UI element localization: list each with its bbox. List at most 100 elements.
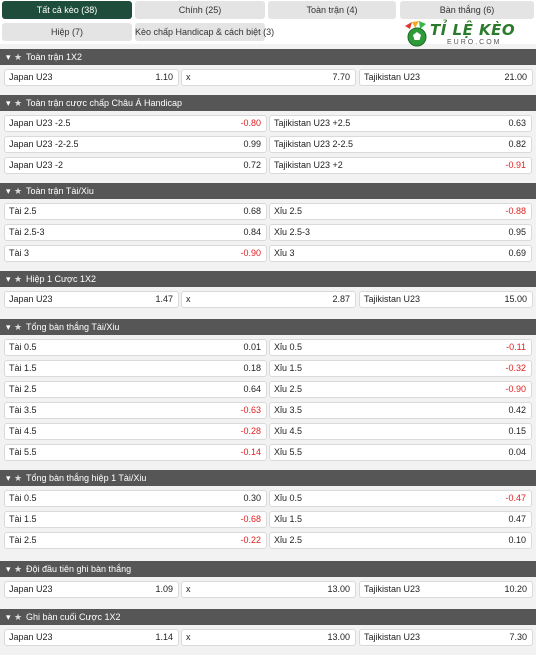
odds-cell[interactable]: Xỉu 1.5 -0.32 xyxy=(269,360,532,377)
star-icon[interactable]: ★ xyxy=(14,612,23,622)
odds-cell[interactable]: Xỉu 2.5 0.10 xyxy=(269,532,532,549)
odds-cell[interactable]: Xỉu 5.5 0.04 xyxy=(269,444,532,461)
odds-cell[interactable]: Xỉu 4.5 0.15 xyxy=(269,423,532,440)
odds-cell[interactable]: Japan U23 1.47 xyxy=(4,291,179,308)
odds-cell[interactable]: Tài 2.5 0.68 xyxy=(4,203,267,220)
odds-cell[interactable]: Japan U23 -2 0.72 xyxy=(4,157,267,174)
odds-cell[interactable]: Tài 1.5 -0.68 xyxy=(4,511,267,528)
odds-label: Xỉu 2.5-3 xyxy=(274,225,310,240)
star-icon[interactable]: ★ xyxy=(14,98,23,108)
odds-cell[interactable]: Xỉu 3 0.69 xyxy=(269,245,532,262)
handicap-line: 2.5 xyxy=(289,384,303,394)
odds-cell[interactable]: Tài 4.5 -0.28 xyxy=(4,423,267,440)
star-icon[interactable]: ★ xyxy=(14,322,23,332)
odds-cell[interactable]: Tài 2.5 -0.22 xyxy=(4,532,267,549)
selection-name: Xỉu xyxy=(274,514,290,524)
odds-value: -0.90 xyxy=(505,384,526,394)
odds-cell[interactable]: Tajikistan U23 10.20 xyxy=(359,581,533,598)
market-section: ▾ ★ Ghi bàn cuối Cược 1X2 Japan U23 1.14 x 13.… xyxy=(0,609,536,646)
odds-cell[interactable]: Xỉu 0.5 -0.11 xyxy=(269,339,532,356)
odds-cell[interactable]: Tài 2.5 0.64 xyxy=(4,381,267,398)
star-icon[interactable]: ★ xyxy=(14,473,23,483)
odds-cell[interactable]: Tajikistan U23 2-2.5 0.82 xyxy=(269,136,532,153)
odds-value: 0.42 xyxy=(508,405,526,415)
odds-row: Tài 4.5 -0.28 Xỉu 4.5 0.15 xyxy=(0,423,536,440)
odds-label: Japan U23 -2-2.5 xyxy=(9,137,79,152)
odds-cell[interactable]: Tajikistan U23 +2 -0.91 xyxy=(269,157,532,174)
chevron-down-icon[interactable]: ▾ xyxy=(6,322,11,332)
site-logo[interactable]: TỈ LỆ KÈO EURO.COM xyxy=(400,20,522,48)
selection-name: Tài xyxy=(9,342,25,352)
odds-cell[interactable]: Japan U23 1.14 xyxy=(4,629,179,646)
odds-cell[interactable]: Tài 0.5 0.01 xyxy=(4,339,267,356)
section-header[interactable]: ▾ ★ Tổng bàn thắng hiệp 1 Tài/Xiu xyxy=(0,470,536,486)
star-icon[interactable]: ★ xyxy=(14,52,23,62)
odds-cell[interactable]: Tajikistan U23 +2.5 0.63 xyxy=(269,115,532,132)
odds-cell[interactable]: Tài 3 -0.90 xyxy=(4,245,267,262)
handicap-line: 1.5 xyxy=(289,514,303,524)
odds-cell[interactable]: Xỉu 3.5 0.42 xyxy=(269,402,532,419)
odds-cell[interactable]: Japan U23 1.09 xyxy=(4,581,179,598)
odds-cell[interactable]: Xỉu 2.5 -0.88 xyxy=(269,203,532,220)
odds-value: 0.72 xyxy=(243,160,261,170)
odds-cell[interactable]: Xỉu 2.5 -0.90 xyxy=(269,381,532,398)
odds-cell[interactable]: Xỉu 1.5 0.47 xyxy=(269,511,532,528)
odds-cell[interactable]: Japan U23 -2-2.5 0.99 xyxy=(4,136,267,153)
tab-full-match[interactable]: Toàn trận (4) xyxy=(268,1,396,19)
handicap-line: 0.5 xyxy=(289,342,303,352)
star-icon[interactable]: ★ xyxy=(14,186,23,196)
tab-half[interactable]: Hiệp (7) xyxy=(2,23,132,41)
chevron-down-icon[interactable]: ▾ xyxy=(6,564,11,574)
odds-cell[interactable]: Tài 2.5-3 0.84 xyxy=(4,224,267,241)
chevron-down-icon[interactable]: ▾ xyxy=(6,52,11,62)
odds-label: Tài 5.5 xyxy=(9,445,37,460)
odds-cell[interactable]: Tài 1.5 0.18 xyxy=(4,360,267,377)
chevron-down-icon[interactable]: ▾ xyxy=(6,98,11,108)
odds-cell[interactable]: x 13.00 xyxy=(181,629,356,646)
odds-cell[interactable]: Tài 3.5 -0.63 xyxy=(4,402,267,419)
section-header[interactable]: ▾ ★ Tổng bàn thắng Tài/Xiu xyxy=(0,319,536,335)
chevron-down-icon[interactable]: ▾ xyxy=(6,274,11,284)
handicap-line: 1.5 xyxy=(24,514,37,524)
section-header[interactable]: ▾ ★ Toàn trận cược chấp Châu Á Handicap xyxy=(0,95,536,111)
odds-label: Tài 1.5 xyxy=(9,512,37,527)
chevron-down-icon[interactable]: ▾ xyxy=(6,612,11,622)
section-header[interactable]: ▾ ★ Toàn trận Tài/Xiu xyxy=(0,183,536,199)
selection-name: x xyxy=(186,632,191,642)
selection-name: Tài xyxy=(9,493,25,503)
odds-label: Tajikistan U23 +2.5 xyxy=(274,116,350,131)
chevron-down-icon[interactable]: ▾ xyxy=(6,186,11,196)
odds-cell[interactable]: x 2.87 xyxy=(181,291,356,308)
tab-handicap[interactable]: Kèo chấp Handicap & cách biệt (3) xyxy=(135,23,274,41)
odds-cell[interactable]: Tajikistan U23 21.00 xyxy=(359,69,533,86)
selection-name: Xỉu xyxy=(274,342,290,352)
odds-cell[interactable]: Xỉu 2.5-3 0.95 xyxy=(269,224,532,241)
market-section: ▾ ★ Toàn trận cược chấp Châu Á Handicap Jap… xyxy=(0,95,536,174)
market-section: ▾ ★ Hiệp 1 Cược 1X2 Japan U23 1.47 x 2.87 Tajik… xyxy=(0,271,536,308)
star-icon[interactable]: ★ xyxy=(14,564,23,574)
odds-label: Xỉu 3 xyxy=(274,246,295,261)
section-header[interactable]: ▾ ★ Đội đầu tiên ghi bàn thắng xyxy=(0,561,536,577)
odds-cell[interactable]: Tài 0.5 0.30 xyxy=(4,490,267,507)
odds-cell[interactable]: x 7.70 xyxy=(181,69,356,86)
tab-goals[interactable]: Bàn thắng (6) xyxy=(400,1,534,19)
odds-cell[interactable]: Tajikistan U23 7.30 xyxy=(359,629,533,646)
odds-cell[interactable]: Tài 5.5 -0.14 xyxy=(4,444,267,461)
odds-cell[interactable]: x 13.00 xyxy=(181,581,356,598)
chevron-down-icon[interactable]: ▾ xyxy=(6,473,11,483)
odds-cell[interactable]: Xỉu 0.5 -0.47 xyxy=(269,490,532,507)
section-header[interactable]: ▾ ★ Toàn trận 1X2 xyxy=(0,49,536,65)
selection-name: Tài xyxy=(9,227,25,237)
star-icon[interactable]: ★ xyxy=(14,274,23,284)
tab-all-markets[interactable]: Tất cả kèo (38) xyxy=(2,1,132,19)
section-header[interactable]: ▾ ★ Ghi bàn cuối Cược 1X2 xyxy=(0,609,536,625)
selection-name: Xỉu xyxy=(274,363,290,373)
tab-main[interactable]: Chính (25) xyxy=(135,1,265,19)
section-title: Hiệp 1 Cược 1X2 xyxy=(26,274,96,284)
odds-cell[interactable]: Japan U23 -2.5 -0.80 xyxy=(4,115,267,132)
odds-value: -0.47 xyxy=(505,493,526,503)
odds-value: -0.80 xyxy=(240,118,261,128)
odds-cell[interactable]: Tajikistan U23 15.00 xyxy=(359,291,533,308)
odds-cell[interactable]: Japan U23 1.10 xyxy=(4,69,179,86)
section-header[interactable]: ▾ ★ Hiệp 1 Cược 1X2 xyxy=(0,271,536,287)
